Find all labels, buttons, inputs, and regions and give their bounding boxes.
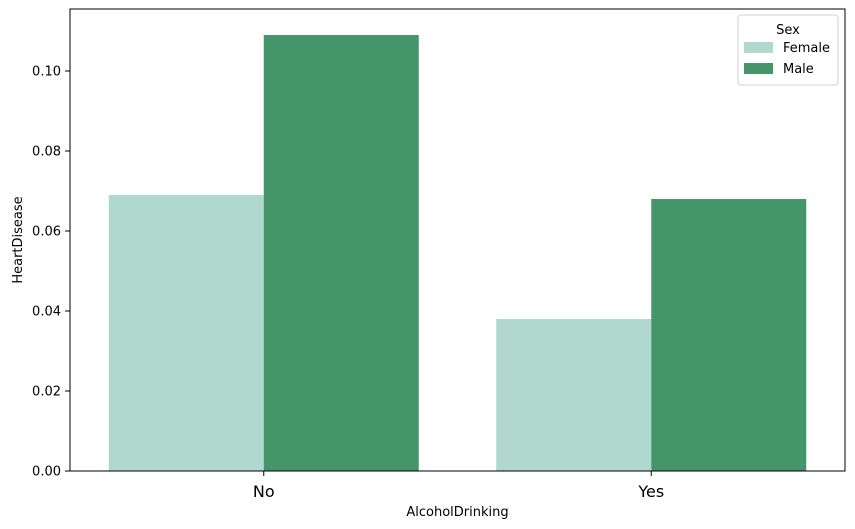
y-tick-label: 0.08 xyxy=(32,145,61,160)
legend-swatch-male xyxy=(744,63,773,74)
x-axis-ticks: No Yes xyxy=(253,471,664,501)
plot-frame xyxy=(69,8,846,472)
legend-items: Female Male xyxy=(744,41,830,77)
legend-label-female: Female xyxy=(783,41,830,56)
legend-swatch-female xyxy=(744,42,773,53)
y-tick-label: 0.06 xyxy=(32,225,61,240)
y-axis-label: HeartDisease xyxy=(11,196,26,283)
x-axis-label: AlcoholDrinking xyxy=(406,505,508,520)
legend-label-male: Male xyxy=(783,62,814,77)
y-tick-label: 0.02 xyxy=(32,385,61,400)
bar-female-yes xyxy=(496,319,652,471)
bar-male-no xyxy=(263,35,419,471)
bar-female-no xyxy=(108,195,264,471)
x-tick-label: No xyxy=(253,482,275,501)
legend-title: Sex xyxy=(776,23,800,38)
y-tick-label: 0.04 xyxy=(32,305,61,320)
y-tick-label: 0.00 xyxy=(32,465,61,480)
y-axis-ticks: 0.00 0.02 0.04 0.06 0.08 0.10 xyxy=(32,65,70,480)
y-tick-label: 0.10 xyxy=(32,65,61,80)
legend: Sex Female Male xyxy=(737,14,839,86)
x-tick-label: Yes xyxy=(637,482,664,501)
bar-male-yes xyxy=(651,199,807,471)
bars-group xyxy=(108,35,807,471)
